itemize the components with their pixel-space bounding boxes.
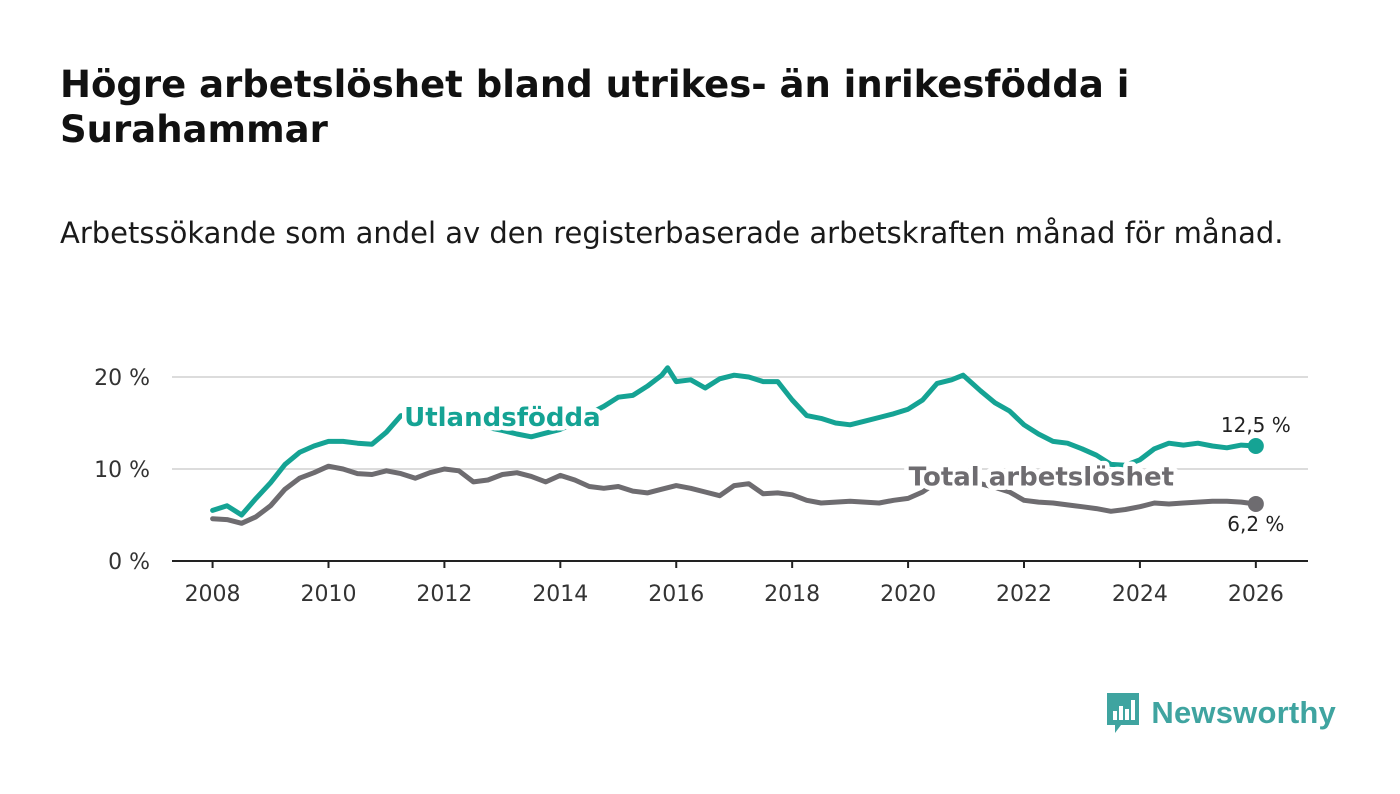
series-end-point-0 [1247, 438, 1264, 454]
series-name-label: Utlandsfödda [404, 403, 601, 433]
series-end-label: 12,5 % [1221, 413, 1291, 437]
series-layer [210, 365, 1264, 526]
grid-layer [172, 376, 1308, 470]
x-tick-label: 2026 [1228, 582, 1284, 607]
chart-subtitle: Arbetssökande som andel av den registerb… [60, 216, 1284, 250]
x-tick-label: 2010 [300, 582, 356, 607]
newsworthy-logo-icon [1107, 693, 1140, 733]
series-end-point-1 [1247, 495, 1264, 512]
series-line-1 [210, 463, 1259, 526]
x-tick-label: 2018 [764, 582, 820, 607]
series-name-label: Total arbetslöshet [909, 463, 1174, 493]
y-tick-label: 0 % [108, 550, 150, 575]
series-line-0 [210, 365, 1259, 518]
x-tick-label: 2016 [648, 582, 704, 607]
y-tick-label: 20 % [94, 366, 150, 391]
line-chart: 0 % 10 % 20 % 2008 2010 2012 2014 2016 2018 2020 2… [94, 365, 1308, 607]
x-tick-label: 2024 [1112, 582, 1168, 607]
x-tick-label: 2014 [532, 582, 588, 607]
x-tick-label: 2020 [880, 582, 936, 607]
x-tick-label: 2012 [416, 582, 472, 607]
label-layer: Utlandsfödda 12,5 % Total arbetslöshet 6,2 … [400, 398, 1291, 536]
brand-name: Newsworthy [1151, 695, 1336, 730]
brand-logo[interactable]: Newsworthy [1105, 690, 1336, 736]
y-tick-label: 10 % [94, 458, 150, 483]
axis-layer: 0 % 10 % 20 % 2008 2010 2012 2014 2016 2018 2020 2… [94, 366, 1308, 607]
series-end-label: 6,2 % [1227, 512, 1284, 536]
x-tick-label: 2008 [185, 582, 241, 607]
chart-title: Högre arbetslöshet bland utrikes- än inr… [60, 63, 1130, 151]
x-tick-label: 2022 [996, 582, 1052, 607]
